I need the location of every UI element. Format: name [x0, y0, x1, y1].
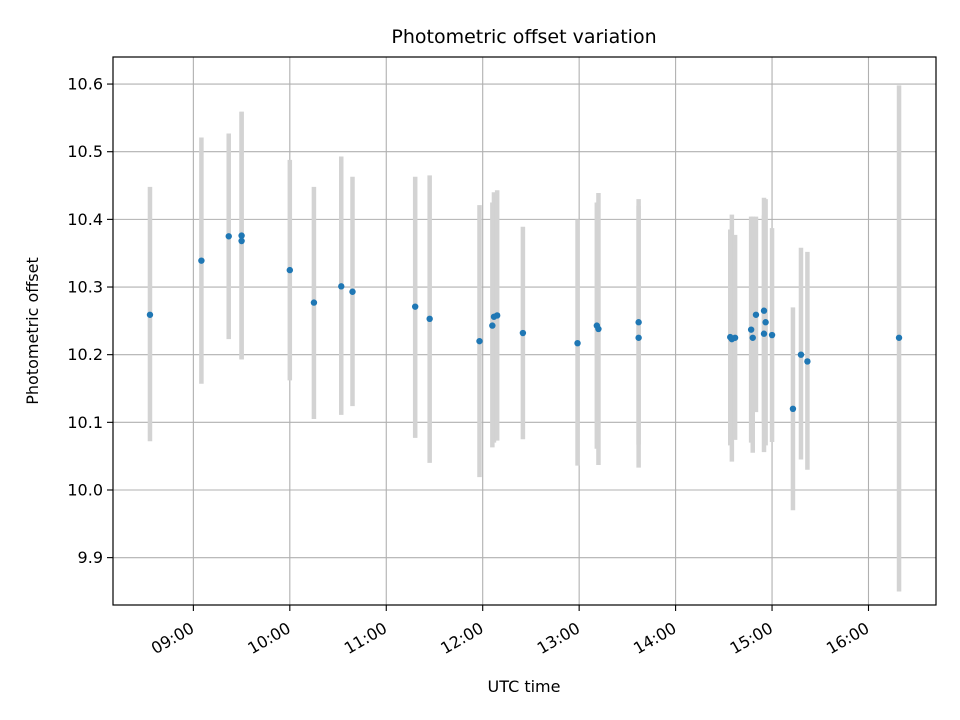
x-tick-label: 12:00 — [437, 618, 486, 658]
data-point — [747, 326, 755, 333]
data-point — [804, 358, 811, 365]
data-point — [238, 237, 245, 245]
data-point — [476, 337, 483, 345]
data-point — [797, 351, 805, 358]
data-point — [426, 315, 433, 323]
data-point — [489, 322, 496, 329]
data-point — [789, 405, 797, 413]
errorbars — [147, 85, 902, 592]
x-tick-label: 15:00 — [727, 618, 776, 658]
data-point — [749, 334, 756, 341]
y-tick-label: 10.5 — [67, 142, 103, 161]
data-point — [225, 233, 232, 240]
data-point — [760, 307, 768, 314]
data-point — [768, 331, 776, 339]
data-point — [762, 319, 769, 326]
data-point — [635, 319, 642, 326]
y-tick-label: 10.6 — [67, 75, 103, 94]
y-tick-label: 10.3 — [67, 278, 103, 297]
data-point — [411, 303, 419, 310]
plot-frame — [112, 56, 937, 606]
y-tick-label: 10.0 — [67, 480, 103, 499]
data-point — [595, 325, 602, 333]
data-point — [146, 311, 154, 318]
data-point — [731, 334, 739, 341]
x-tick-label: 09:00 — [148, 618, 197, 658]
x-axis-label: UTC time — [488, 677, 561, 696]
data-point — [310, 299, 318, 306]
data-point — [493, 312, 501, 319]
y-tick-label: 10.4 — [67, 210, 103, 229]
y-tick-label: 10.1 — [67, 413, 103, 432]
data-point — [286, 266, 294, 274]
y-axis-label: Photometric offset — [23, 257, 42, 405]
data-point — [752, 311, 760, 318]
data-point — [338, 283, 345, 290]
x-tick-label: 16:00 — [823, 618, 872, 658]
data-point — [635, 334, 642, 341]
x-tick-label: 13:00 — [534, 618, 583, 658]
data-point — [349, 288, 356, 295]
y-tick-label: 9.9 — [78, 548, 103, 567]
data-point — [760, 330, 768, 337]
data-point — [198, 257, 205, 264]
chart-title: Photometric offset variation — [391, 26, 656, 48]
y-tick-label: 10.2 — [67, 345, 103, 364]
data-point — [574, 339, 581, 347]
data-point — [895, 334, 903, 341]
data-point — [238, 232, 245, 239]
data-points — [146, 232, 903, 413]
data-point — [519, 329, 527, 337]
x-tick-label: 11:00 — [341, 618, 390, 658]
x-tick-label: 10:00 — [244, 618, 293, 658]
x-tick-label: 14:00 — [630, 618, 679, 658]
